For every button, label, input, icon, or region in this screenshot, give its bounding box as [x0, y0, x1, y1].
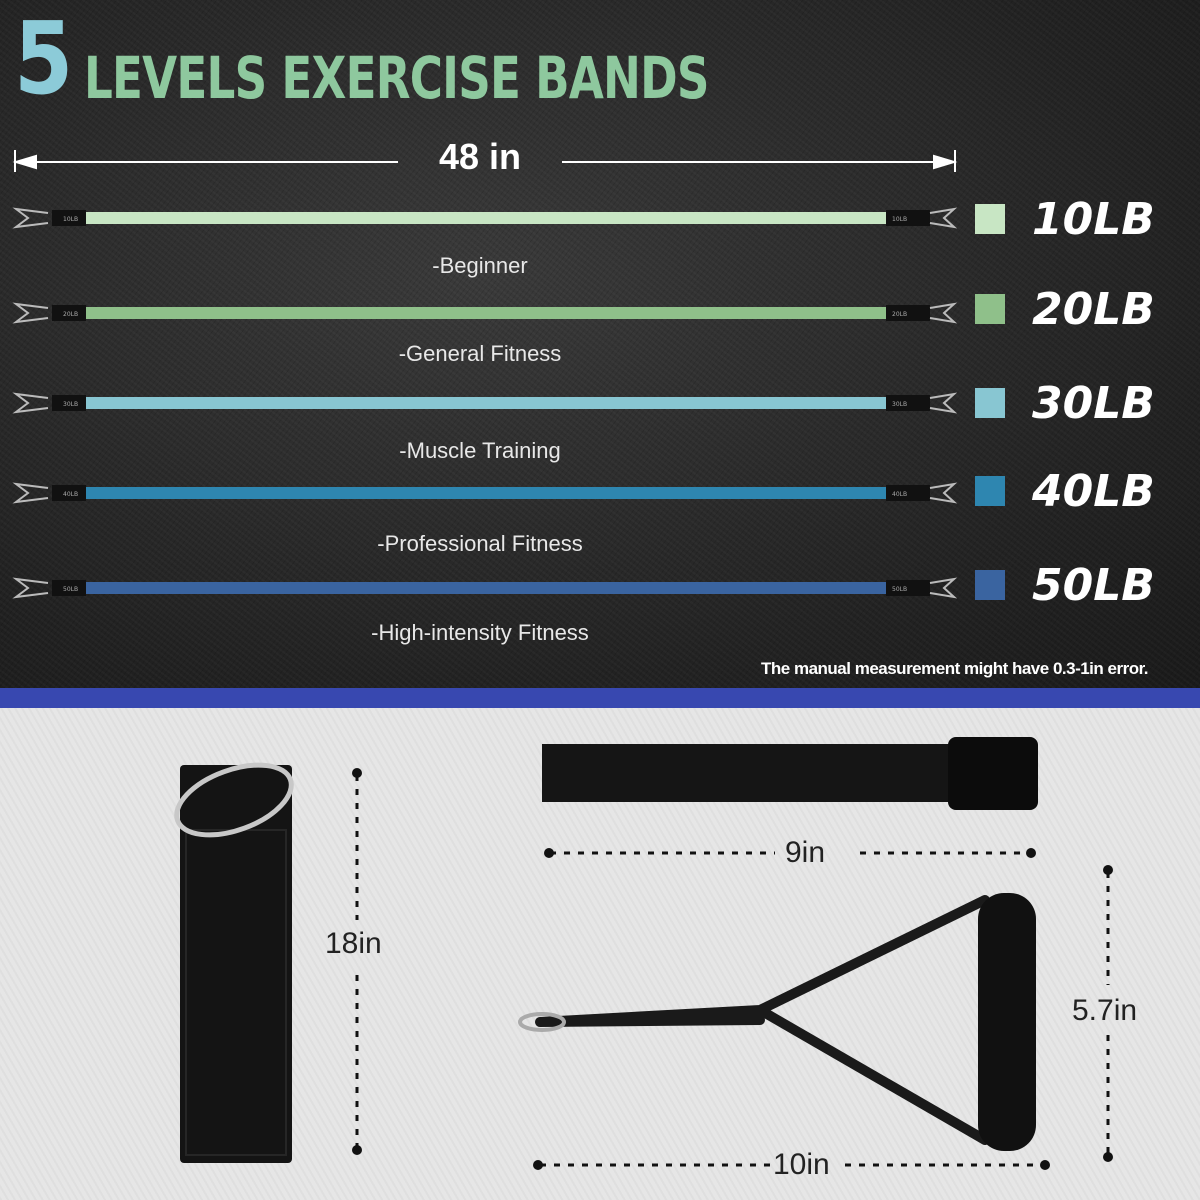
band-40LB: 40LB 40LB: [12, 482, 958, 504]
svg-text:40LB: 40LB: [892, 491, 907, 498]
handle-height: 5.7in: [1072, 994, 1138, 1027]
svg-text:20LB: 20LB: [892, 311, 907, 318]
band-tube: [86, 487, 886, 499]
clip-icon: [929, 207, 958, 229]
weight-label: 20LB: [1032, 284, 1155, 335]
band-50LB: 50LB 50LB: [12, 577, 958, 599]
color-swatch: [975, 388, 1005, 418]
handle-width: 10in: [773, 1148, 830, 1181]
door-anchor-image: [542, 737, 1038, 810]
bands-illustration: 10LB 10LB 20LB 20LB 30LB 30LB 40LB 40LB 50LB…: [12, 150, 958, 599]
ankle-strap-image: [174, 762, 294, 1163]
clip-icon: [929, 302, 958, 324]
band-10LB: 10LB 10LB: [12, 207, 958, 229]
band-tube: [86, 212, 886, 224]
title-number: 5: [14, 0, 73, 117]
svg-text:10LB: 10LB: [892, 216, 907, 223]
measurement-note: The manual measurement might have 0.3-1i…: [761, 659, 1148, 678]
band-tube: [86, 397, 886, 409]
weight-label: 30LB: [1032, 378, 1155, 429]
length-label: 48 in: [438, 136, 522, 177]
clip-icon: [12, 302, 49, 324]
clip-icon: [12, 392, 49, 414]
band-20LB: 20LB 20LB: [12, 302, 958, 324]
svg-text:50LB: 50LB: [63, 586, 78, 593]
svg-text:30LB: 30LB: [892, 401, 907, 408]
weight-label: 50LB: [1032, 560, 1155, 611]
level-label: -Professional Fitness: [377, 531, 583, 556]
band-tube: [86, 307, 886, 319]
door-anchor-length: 9in: [785, 836, 826, 869]
clip-icon: [12, 482, 49, 504]
color-swatch: [975, 294, 1005, 324]
band-30LB: 30LB 30LB: [12, 392, 958, 414]
svg-text:40LB: 40LB: [63, 491, 78, 498]
weight-label: 10LB: [1032, 194, 1155, 245]
clip-icon: [929, 577, 958, 599]
bands-panel: [0, 0, 1200, 690]
color-swatch: [975, 476, 1005, 506]
svg-text:30LB: 30LB: [63, 401, 78, 408]
level-label: -General Fitness: [398, 341, 562, 366]
clip-icon: [12, 207, 49, 229]
clip-icon: [12, 577, 49, 599]
length-arrow: [12, 150, 958, 172]
page-title: LEVELS EXERCISE BANDS: [84, 44, 709, 112]
clip-icon: [929, 482, 958, 504]
level-label: -Muscle Training: [399, 438, 561, 463]
svg-text:10LB: 10LB: [63, 216, 78, 223]
ankle-strap-length: 18in: [325, 927, 382, 960]
svg-text:50LB: 50LB: [892, 586, 907, 593]
level-label: -High-intensity Fitness: [371, 620, 589, 645]
color-swatch: [975, 570, 1005, 600]
handle-image: [518, 893, 1036, 1151]
band-tube: [86, 582, 886, 594]
color-swatch: [975, 204, 1005, 234]
accessories-illustration: [174, 737, 1113, 1170]
weight-label: 40LB: [1032, 466, 1155, 517]
level-label: -Beginner: [432, 253, 528, 278]
clip-icon: [929, 392, 958, 414]
svg-text:20LB: 20LB: [63, 311, 78, 318]
divider-stripe: [0, 688, 1200, 708]
